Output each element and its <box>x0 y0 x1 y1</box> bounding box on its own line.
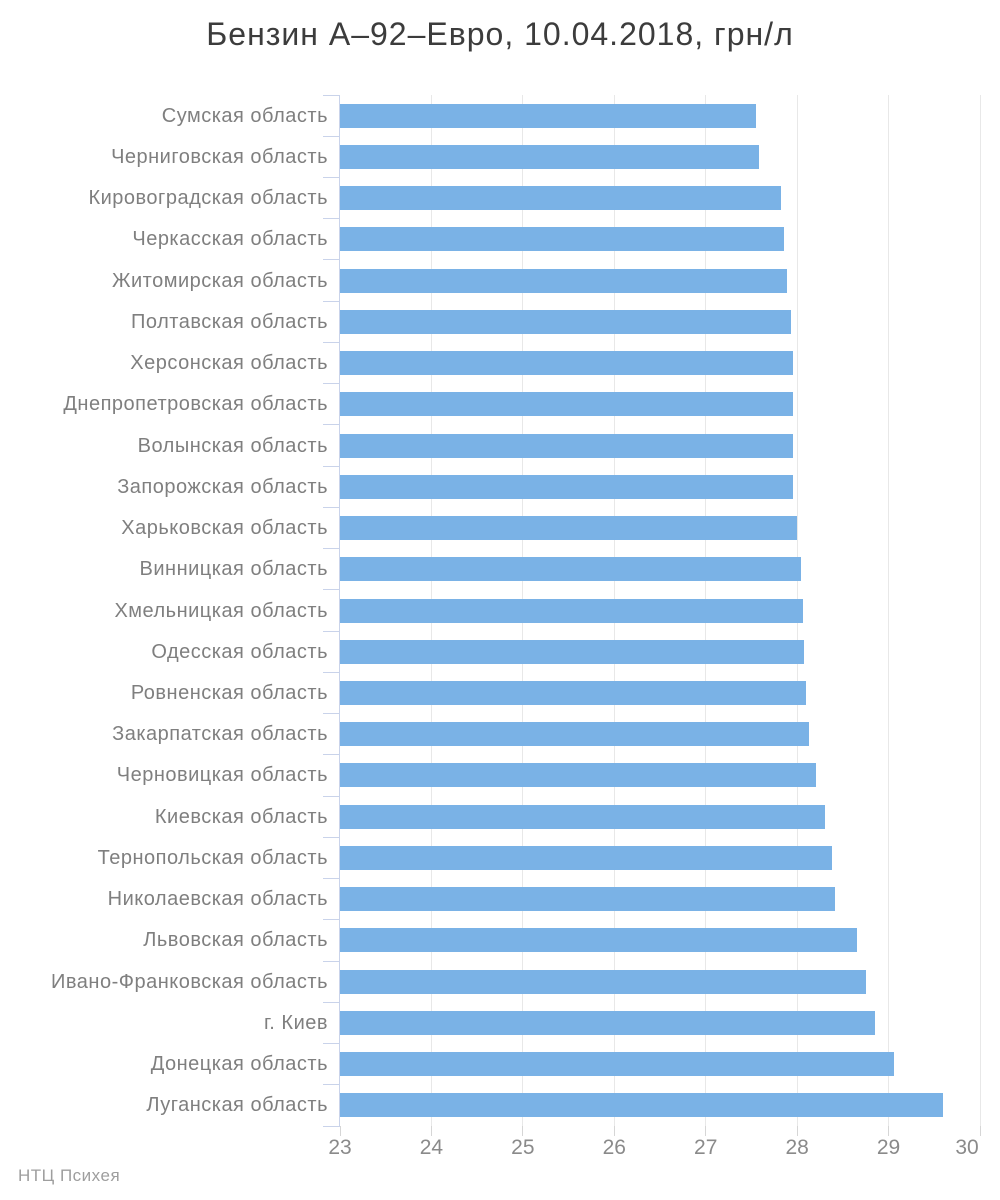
x-axis-tick <box>888 1126 890 1136</box>
value-bar <box>340 103 756 128</box>
category-tick <box>323 1043 340 1045</box>
value-bar <box>340 804 825 829</box>
category-label: Винницкая область <box>139 558 328 581</box>
category-label: Волынская область <box>137 434 328 457</box>
x-tick-label: 25 <box>511 1136 535 1159</box>
value-bar <box>340 474 793 499</box>
category-label: Ивано-Франковская область <box>51 970 328 993</box>
value-bar <box>340 1093 944 1118</box>
value-bar <box>340 433 793 458</box>
category-tick <box>323 713 340 715</box>
y-axis-line <box>339 95 340 1126</box>
gridline <box>979 95 981 1126</box>
category-label: Киевская область <box>154 805 328 828</box>
value-bar <box>340 763 817 788</box>
category-tick <box>323 424 340 426</box>
x-axis-tick <box>979 1126 981 1136</box>
value-bar <box>340 309 791 334</box>
category-tick <box>323 836 340 838</box>
value-bar <box>340 1052 895 1077</box>
value-bar <box>340 268 788 293</box>
category-label: Черкасская область <box>132 228 328 251</box>
category-tick <box>323 94 340 96</box>
x-tick-label: 30 <box>955 1136 979 1159</box>
x-tick-label: 26 <box>602 1136 626 1159</box>
x-axis-tick <box>522 1126 524 1136</box>
category-label: г. Киев <box>263 1011 328 1034</box>
value-bar <box>340 928 857 953</box>
chart-title: Бензин А–92–Евро, 10.04.2018, грн/л <box>206 16 794 52</box>
category-tick <box>323 630 340 632</box>
category-tick <box>323 176 340 178</box>
value-bar <box>340 516 798 541</box>
category-label: Кировоградская область <box>88 187 328 210</box>
category-tick <box>323 1001 340 1003</box>
category-label: Черновицкая область <box>116 764 328 787</box>
category-label: Львовская область <box>143 929 328 952</box>
category-tick <box>323 259 340 261</box>
value-bar <box>340 598 803 623</box>
category-tick <box>323 506 340 508</box>
x-axis-tick <box>705 1126 707 1136</box>
value-bar <box>340 887 835 912</box>
category-label: Тернопольская область <box>97 846 328 869</box>
value-bar <box>340 186 781 211</box>
category-tick <box>323 754 340 756</box>
category-tick <box>323 1125 340 1127</box>
category-label: Луганская область <box>146 1094 328 1117</box>
value-bar <box>340 680 807 705</box>
value-bar <box>340 392 793 417</box>
category-tick <box>323 383 340 385</box>
value-bar <box>340 557 801 582</box>
category-label: Хмельницкая область <box>114 599 328 622</box>
category-tick <box>323 919 340 921</box>
x-tick-label: 29 <box>876 1136 901 1159</box>
category-tick <box>323 671 340 673</box>
gridline <box>888 95 890 1126</box>
value-bar <box>340 722 810 747</box>
x-tick-label: 27 <box>694 1136 718 1159</box>
x-tick-label: 23 <box>328 1136 352 1159</box>
x-tick-label: 24 <box>419 1136 444 1159</box>
category-label: Черниговская область <box>111 145 328 168</box>
x-tick-label: 28 <box>785 1136 809 1159</box>
value-bar <box>340 845 832 870</box>
category-tick <box>323 465 340 467</box>
category-label: Запорожская область <box>117 475 328 498</box>
category-tick <box>323 135 340 137</box>
category-tick <box>323 218 340 220</box>
x-axis-tick <box>339 1126 341 1136</box>
category-tick <box>323 300 340 302</box>
category-label: Днепропетровская область <box>63 393 328 416</box>
category-label: Одесская область <box>151 640 328 663</box>
x-axis-tick <box>796 1126 798 1136</box>
category-label: Полтавская область <box>131 310 328 333</box>
category-label: Закарпатская область <box>112 723 328 746</box>
category-tick <box>323 795 340 797</box>
category-tick <box>323 589 340 591</box>
category-label: Сумская область <box>161 104 328 127</box>
category-label: Ровненская область <box>130 681 328 704</box>
category-label: Херсонская область <box>130 352 328 375</box>
category-tick <box>323 1084 340 1086</box>
category-tick <box>323 878 340 880</box>
watermark-text: НТЦ Психея <box>18 1166 121 1185</box>
value-bar <box>340 144 759 169</box>
value-bar <box>340 969 866 994</box>
value-bar <box>340 227 785 252</box>
category-label: Донецкая область <box>150 1053 328 1076</box>
value-bar <box>340 639 805 664</box>
value-bar <box>340 351 793 376</box>
category-tick <box>323 341 340 343</box>
value-bar <box>340 1010 875 1035</box>
category-label: Николаевская область <box>107 888 328 911</box>
category-tick <box>323 548 340 550</box>
x-axis-tick <box>430 1126 432 1136</box>
category-label: Харьковская область <box>121 517 328 540</box>
x-axis-tick <box>613 1126 615 1136</box>
category-tick <box>323 960 340 962</box>
category-label: Житомирская область <box>112 269 328 292</box>
